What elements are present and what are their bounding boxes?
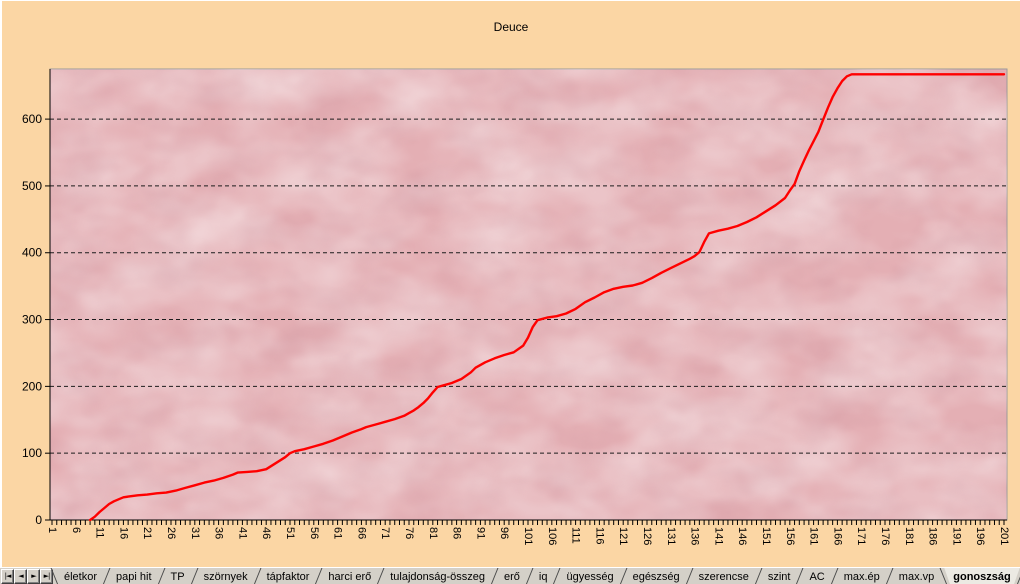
svg-text:136: 136	[689, 527, 701, 545]
sheet-tab-max-vp[interactable]: max.vp	[898, 570, 935, 583]
svg-text:100: 100	[22, 446, 42, 460]
sheet-tab-ac[interactable]: AC	[809, 570, 825, 583]
sheet-tab-egeszseg[interactable]: egészség	[632, 570, 680, 583]
svg-text:146: 146	[736, 527, 748, 545]
sheet-tab-tulajdonsag-osszeg[interactable]: tulajdonság-összeg	[390, 570, 486, 583]
series-line	[88, 73, 1006, 522]
svg-text:51: 51	[284, 527, 296, 539]
svg-text:81: 81	[427, 527, 439, 539]
svg-text:141: 141	[712, 527, 724, 545]
sheet-tab-iq[interactable]: iq	[538, 570, 548, 583]
svg-text:600: 600	[22, 112, 42, 126]
svg-text:181: 181	[903, 527, 915, 545]
sheet-tab-szornyek[interactable]: szörnyek	[203, 570, 248, 583]
sheet-tab-ero[interactable]: erő	[504, 570, 520, 583]
svg-text:121: 121	[617, 527, 629, 545]
svg-text:16: 16	[117, 527, 129, 539]
svg-text:101: 101	[522, 527, 534, 545]
chart-title: Deuce	[493, 20, 529, 34]
svg-text:76: 76	[403, 527, 415, 539]
sheet-tab-bar: |◄ ◄ ► ►| életkor papi hit TP szörnyek tápfa…	[0, 567, 1020, 584]
svg-text:156: 156	[784, 527, 796, 545]
sheet-tab-max-ep[interactable]: max.ép	[843, 570, 880, 583]
sheet-tab-tapfaktor[interactable]: tápfaktor	[266, 570, 310, 583]
svg-text:126: 126	[641, 527, 653, 545]
svg-text:166: 166	[831, 527, 843, 545]
svg-text:200: 200	[22, 379, 42, 393]
svg-text:1: 1	[46, 527, 58, 533]
svg-text:191: 191	[950, 527, 962, 545]
chart-sheet: 0 100 200 300 400 500 600 1 6 11 16 21 26 31 36 41 46 51 5…	[0, 0, 1020, 567]
svg-text:41: 41	[236, 527, 248, 539]
svg-text:26: 26	[165, 527, 177, 539]
svg-text:500: 500	[22, 179, 42, 193]
svg-text:31: 31	[189, 527, 201, 539]
sheet-tab-eletkor[interactable]: életkor	[64, 570, 98, 583]
svg-text:186: 186	[927, 527, 939, 545]
svg-text:0: 0	[35, 513, 42, 527]
svg-text:176: 176	[879, 527, 891, 545]
svg-text:36: 36	[213, 527, 225, 539]
tab-scroll-next-button[interactable]: ►	[27, 568, 40, 584]
svg-text:131: 131	[665, 527, 677, 545]
gridlines	[50, 118, 1007, 454]
svg-text:171: 171	[855, 527, 867, 545]
sheet-tab-ugyesseg[interactable]: ügyesség	[566, 570, 614, 583]
sheet-tabs: életkor papi hit TP szörnyek tápfaktor harci …	[50, 568, 1020, 584]
svg-text:66: 66	[355, 527, 367, 539]
x-tick-labels: 1 6 11 16 21 26 31 36 41 46 51 56 61 66 71 76 81 86 91 96 10…	[46, 527, 1010, 545]
tab-nav-buttons: |◄ ◄ ► ►|	[0, 568, 54, 584]
sheet-tab-gonoszsag[interactable]: gonoszság	[944, 568, 1019, 584]
svg-text:300: 300	[22, 313, 42, 327]
svg-text:96: 96	[498, 527, 510, 539]
svg-text:86: 86	[451, 527, 463, 539]
svg-text:6: 6	[70, 527, 82, 533]
tab-scroll-prev-button[interactable]: ◄	[14, 568, 27, 584]
svg-text:400: 400	[22, 246, 42, 260]
x-ticks	[51, 520, 1005, 525]
svg-text:201: 201	[998, 527, 1010, 545]
svg-text:116: 116	[593, 527, 605, 545]
svg-text:11: 11	[94, 527, 106, 538]
sheet-tab-szerencse[interactable]: szerencse	[698, 570, 749, 583]
svg-text:106: 106	[546, 527, 558, 545]
svg-text:111: 111	[570, 527, 582, 544]
sheet-tab-tp[interactable]: TP	[170, 570, 185, 583]
svg-text:61: 61	[332, 527, 344, 539]
svg-text:56: 56	[308, 527, 320, 539]
sheet-tab-szint[interactable]: szint	[767, 570, 791, 583]
tab-scroll-first-button[interactable]: |◄	[1, 568, 14, 584]
svg-text:21: 21	[141, 527, 153, 539]
svg-text:196: 196	[974, 527, 986, 545]
svg-text:91: 91	[474, 527, 486, 539]
svg-text:161: 161	[808, 527, 820, 545]
svg-text:46: 46	[260, 527, 272, 539]
tab-scroll-last-button[interactable]: ►|	[40, 568, 53, 584]
svg-text:151: 151	[760, 527, 772, 545]
sheet-tab-harci-ero[interactable]: harci erő	[328, 570, 372, 583]
svg-text:71: 71	[379, 527, 391, 539]
sheet-tab-papi-hit[interactable]: papi hit	[116, 570, 152, 583]
y-tick-labels: 0 100 200 300 400 500 600	[22, 112, 50, 527]
plot-area	[49, 68, 1008, 521]
